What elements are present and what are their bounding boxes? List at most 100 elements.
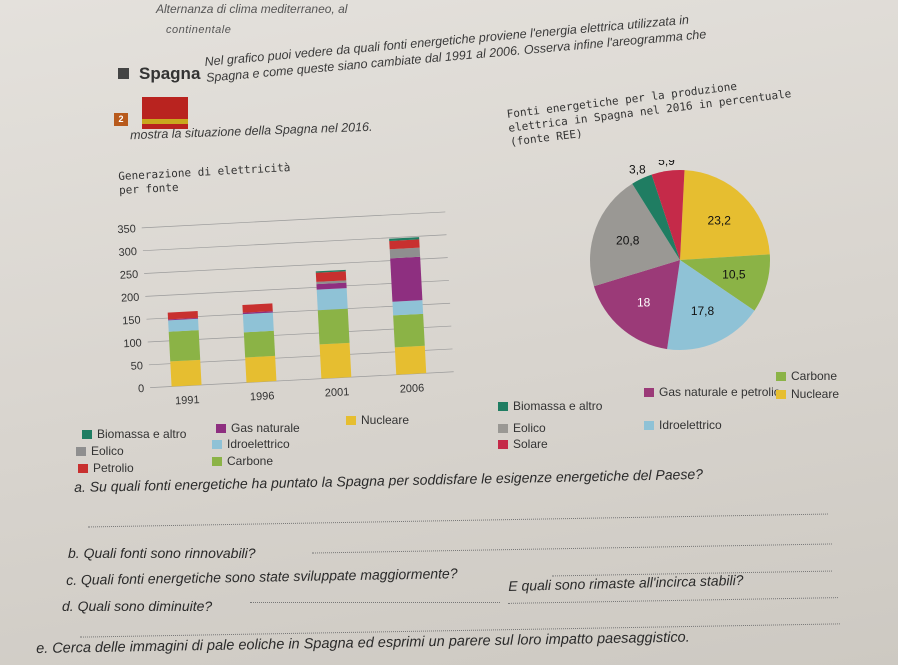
bar-segment-idroelettrico [316,288,348,311]
legend-swatch [212,457,222,467]
bar-x-tick-label: 1991 [175,394,200,407]
pie-slice-eolico [590,183,680,287]
legend-swatch [498,440,508,450]
pie-legend-item: Eolico [498,421,546,435]
legend-label: Solare [513,437,548,451]
section-title-text: Spagna [139,64,201,83]
spain-flag-image [142,97,188,129]
bar-segment-gas-naturale [242,311,273,315]
legend-label: Nucleare [361,413,410,427]
legend-label: Petrolio [93,461,134,475]
stacked-bar-chart: 0 50 100 150 200 250 300 350 1991 1996 2001 2006 [117,211,454,407]
bar-segment-petrolio [167,310,199,320]
bar-legend-item: Carbone [212,454,273,468]
pie-slice-label: 3,8 [629,163,646,177]
legend-swatch [498,424,508,434]
pie-slice-label: 23,2 [708,213,732,227]
legend-swatch [216,424,226,434]
pie-legend-item: Gas naturale e petrolio [644,385,780,399]
bar-y-tick-label: 150 [122,314,141,327]
bar-segment-petrolio [242,303,273,313]
legend-swatch [776,372,786,382]
legend-label: Carbone [227,454,274,468]
legend-label: Idroelettrico [227,437,290,451]
legend-label: Carbone [791,369,838,383]
bar-legend-item: Nucleare [346,413,409,427]
pie-slice-biomassa-e-altro [632,174,680,260]
legend-label: Nucleare [791,387,840,401]
bar-segment-petrolio [315,271,347,282]
legend-label: Eolico [91,444,124,458]
bar-y-tick-label: 100 [123,337,142,350]
exercise-number-badge: 2 [114,113,128,126]
legend-swatch [644,421,654,431]
bar-y-tick-label: 0 [138,383,145,395]
pie-chart-title: Fonti energetiche per la produzione elet… [506,79,792,149]
bar-segment-eolico [389,247,421,259]
pie-slice-gas-naturale-e-petrolio [593,260,680,350]
pie-slice-label: 18 [637,295,651,309]
bar-legend-item: Eolico [76,444,124,458]
bar-x-tick-label: 1996 [250,390,275,403]
legend-label: Idroelettrico [659,418,722,432]
bar-y-tick-label: 300 [118,246,137,259]
legend-swatch [644,388,654,398]
legend-swatch [78,464,88,474]
bar-segment-nucleare [394,345,427,375]
bar-segment-idroelettrico [242,312,274,333]
bar-segment-gas-naturale [390,256,423,302]
bar-x-tick-label: 2001 [325,386,350,399]
bar-segment-carbone [317,308,350,345]
bar-gridline [142,234,447,252]
bar-segment-petrolio [389,239,420,250]
bar-legend-item: Gas naturale [216,421,300,435]
answer-line-d[interactable] [250,602,500,603]
bar-segment-carbone [243,330,276,358]
pie-slice-label: 5,9 [658,160,675,168]
bar-y-tick-label: 250 [120,269,139,282]
legend-swatch [76,447,86,457]
pie-slice-nucleare [680,254,770,311]
bar-legend-item: Idroelettrico [212,437,290,451]
bar-y-tick-label: 200 [121,292,140,305]
bar-segment-nucleare [319,342,352,379]
bar-segment-carbone [168,330,201,362]
question-d-stable: E quali sono rimaste all'incirca stabili… [508,571,744,594]
pie-legend-item: Idroelettrico [644,418,722,432]
bar-x-tick-label: 2006 [399,382,424,395]
legend-swatch [776,390,786,400]
question-d: d. Quali sono diminuite? [62,598,213,614]
answer-line-b[interactable] [312,543,832,554]
legend-swatch [346,416,356,426]
pie-slice-label: 10,5 [722,268,746,282]
answer-line-d-stable[interactable] [508,597,838,604]
legend-label: Biomassa e altro [97,427,187,441]
pie-slice-label: 17,8 [691,304,715,318]
pie-legend-item: Solare [498,437,548,451]
bar-segment-biomassa-e-altro [315,269,346,273]
legend-swatch [212,440,222,450]
bar-y-tick-label: 50 [130,360,143,373]
pie-slice-solare [651,170,685,260]
section-title: Spagna [118,64,200,84]
bullet-text-continued: continentale [166,24,232,36]
square-bullet-icon [118,68,129,79]
question-a: a. Su quali fonti energetiche ha puntato… [74,465,704,495]
pie-legend-item: Carbone [776,369,837,383]
answer-line-a[interactable] [88,513,828,528]
pie-slice-label: 20,8 [616,233,640,247]
question-c: c. Quali fonti energetiche sono state sv… [66,565,458,588]
bar-segment-idroelettrico [168,318,199,332]
bar-legend-item: Biomassa e altro [82,427,186,441]
legend-label: Gas naturale e petrolio [659,385,781,399]
bar-segment-biomassa-e-altro [389,237,420,241]
legend-label: Eolico [513,421,546,435]
bar-segment-idroelettrico [392,300,424,316]
legend-swatch [498,402,508,412]
bullet-text: Alternanza di clima mediterraneo, al [156,2,348,16]
bar-legend-item: Petrolio [78,461,134,475]
bar-segment-gas-naturale [316,282,347,290]
question-e: e. Cerca delle immagini di pale eoliche … [36,629,690,657]
pie-legend-item: Biomassa e altro [498,399,602,413]
